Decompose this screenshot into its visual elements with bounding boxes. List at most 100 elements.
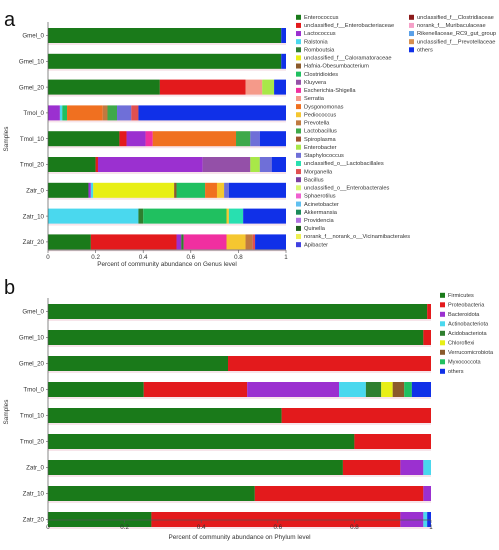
category-label: Gmel_20 — [19, 84, 45, 91]
legend-label: unclassified_f__Prevotellaceae — [417, 39, 495, 45]
bar-segment — [174, 182, 177, 198]
bar-segment — [48, 382, 144, 397]
bar-segment — [342, 460, 401, 475]
bar-segment — [183, 234, 227, 250]
bar-segment — [236, 131, 251, 147]
bar-segment — [400, 460, 424, 475]
legend-label: Providencia — [304, 218, 335, 224]
legend-swatch — [440, 311, 445, 317]
legend-label: unclassified_f__Caloramatoraceae — [304, 56, 392, 62]
bar-segment — [423, 512, 428, 527]
legend-label: Romboutsia — [304, 47, 335, 53]
bar-segment — [48, 28, 282, 43]
legend-label: Enterobacter — [304, 145, 337, 151]
bar-segment — [381, 382, 393, 397]
category-label: Gmel_20 — [19, 361, 45, 368]
bar-segment — [339, 382, 366, 397]
legend-swatch — [296, 152, 301, 158]
bar-segment — [216, 182, 225, 198]
bar-segment — [59, 105, 63, 121]
legend-swatch — [296, 225, 301, 231]
x-tick-label: 0.2 — [120, 524, 129, 531]
bar-segment — [138, 105, 286, 121]
legend-swatch — [296, 55, 301, 61]
legend-swatch — [296, 79, 301, 85]
legend-swatch — [296, 14, 301, 20]
x-tick-label: 0.4 — [197, 524, 206, 531]
bar-segment — [48, 157, 96, 172]
legend-swatch — [409, 47, 414, 53]
bar-segment — [427, 512, 431, 527]
x-tick-label: 0.8 — [350, 524, 359, 531]
legend-label: Akkermansia — [304, 210, 338, 216]
bar-segment — [392, 382, 405, 397]
legend-label: Spiroplasma — [304, 137, 336, 143]
bar-segment — [48, 434, 355, 449]
bar-segment — [93, 182, 175, 198]
legend-label: Acinetobacter — [304, 202, 339, 208]
bar-segment — [48, 79, 160, 95]
x-tick-label: 0.4 — [139, 254, 148, 261]
bar-segment — [245, 234, 253, 250]
legend-label: Staphylococcus — [304, 153, 344, 159]
y-axis-title: Samples — [3, 127, 10, 152]
legend: Enterococcus unclassified_f__Enterobacter… — [296, 14, 496, 248]
bar-segment — [95, 157, 98, 172]
bar-segment — [48, 356, 229, 371]
bar-segment — [48, 486, 255, 501]
legend-swatch — [296, 160, 301, 166]
legend-swatch — [296, 128, 301, 134]
bar-segment — [143, 382, 248, 397]
bar-segment — [88, 182, 91, 198]
x-axis-title: Percent of community abundance on Genus … — [97, 261, 237, 268]
bar-segment — [97, 157, 203, 172]
category-label: Tmol_20 — [20, 439, 45, 446]
legend-swatch — [440, 330, 445, 336]
legend-swatch — [440, 302, 445, 308]
legend-swatch — [296, 31, 301, 37]
bar-segment — [48, 208, 139, 224]
legend-swatch — [296, 136, 301, 142]
bar-segment — [245, 79, 263, 95]
category-label: Gmel_10 — [19, 335, 45, 342]
legend-swatch — [296, 217, 301, 223]
category-label: Tmol_10 — [20, 136, 45, 143]
legend-label: Firmicutes — [448, 293, 474, 299]
legend-label: others — [417, 47, 433, 53]
category-label: Tmol_0 — [23, 387, 44, 394]
legend-swatch — [296, 39, 301, 45]
bar-segment — [250, 131, 260, 147]
legend-swatch — [296, 193, 301, 199]
panel-b: b Gmel_0 Gmel_10 Gmel_20 Tmol_0 Tmol_10 Tmol_2… — [3, 277, 494, 541]
bar-segment — [255, 234, 286, 250]
bar-segment — [365, 382, 382, 397]
bar-segment — [243, 208, 286, 224]
bar-segment — [126, 131, 146, 147]
bar-segment — [224, 182, 229, 198]
bar-segment — [48, 53, 282, 69]
bar-segment — [254, 486, 424, 501]
legend-swatch — [440, 359, 445, 365]
bar-segment — [274, 79, 286, 95]
bar-segment — [159, 79, 246, 95]
bar-segment — [48, 304, 428, 319]
bar-segment — [143, 208, 227, 224]
legend-swatch — [440, 349, 445, 355]
bar-segment — [427, 304, 431, 319]
bar-segment — [102, 105, 108, 121]
x-tick-label: 1 — [284, 254, 288, 261]
legend-swatch — [296, 209, 301, 215]
category-label: Zatr_10 — [23, 491, 45, 498]
legend-label: unclassified_o__Enterobacterales — [304, 186, 390, 192]
legend-swatch — [440, 292, 445, 298]
legend-swatch — [409, 31, 414, 37]
bar-segment — [228, 182, 286, 198]
legend-label: Actinobacteriota — [448, 322, 489, 328]
bar-segment — [423, 330, 431, 345]
x-axis-title: Percent of community abundance on Phylum… — [168, 534, 310, 541]
bar-segment — [181, 234, 184, 250]
bar-segment — [152, 131, 237, 147]
legend-label: Serratia — [304, 96, 325, 102]
legend-label: norank_f__norank_o__Vicinamibacterales — [304, 234, 410, 240]
